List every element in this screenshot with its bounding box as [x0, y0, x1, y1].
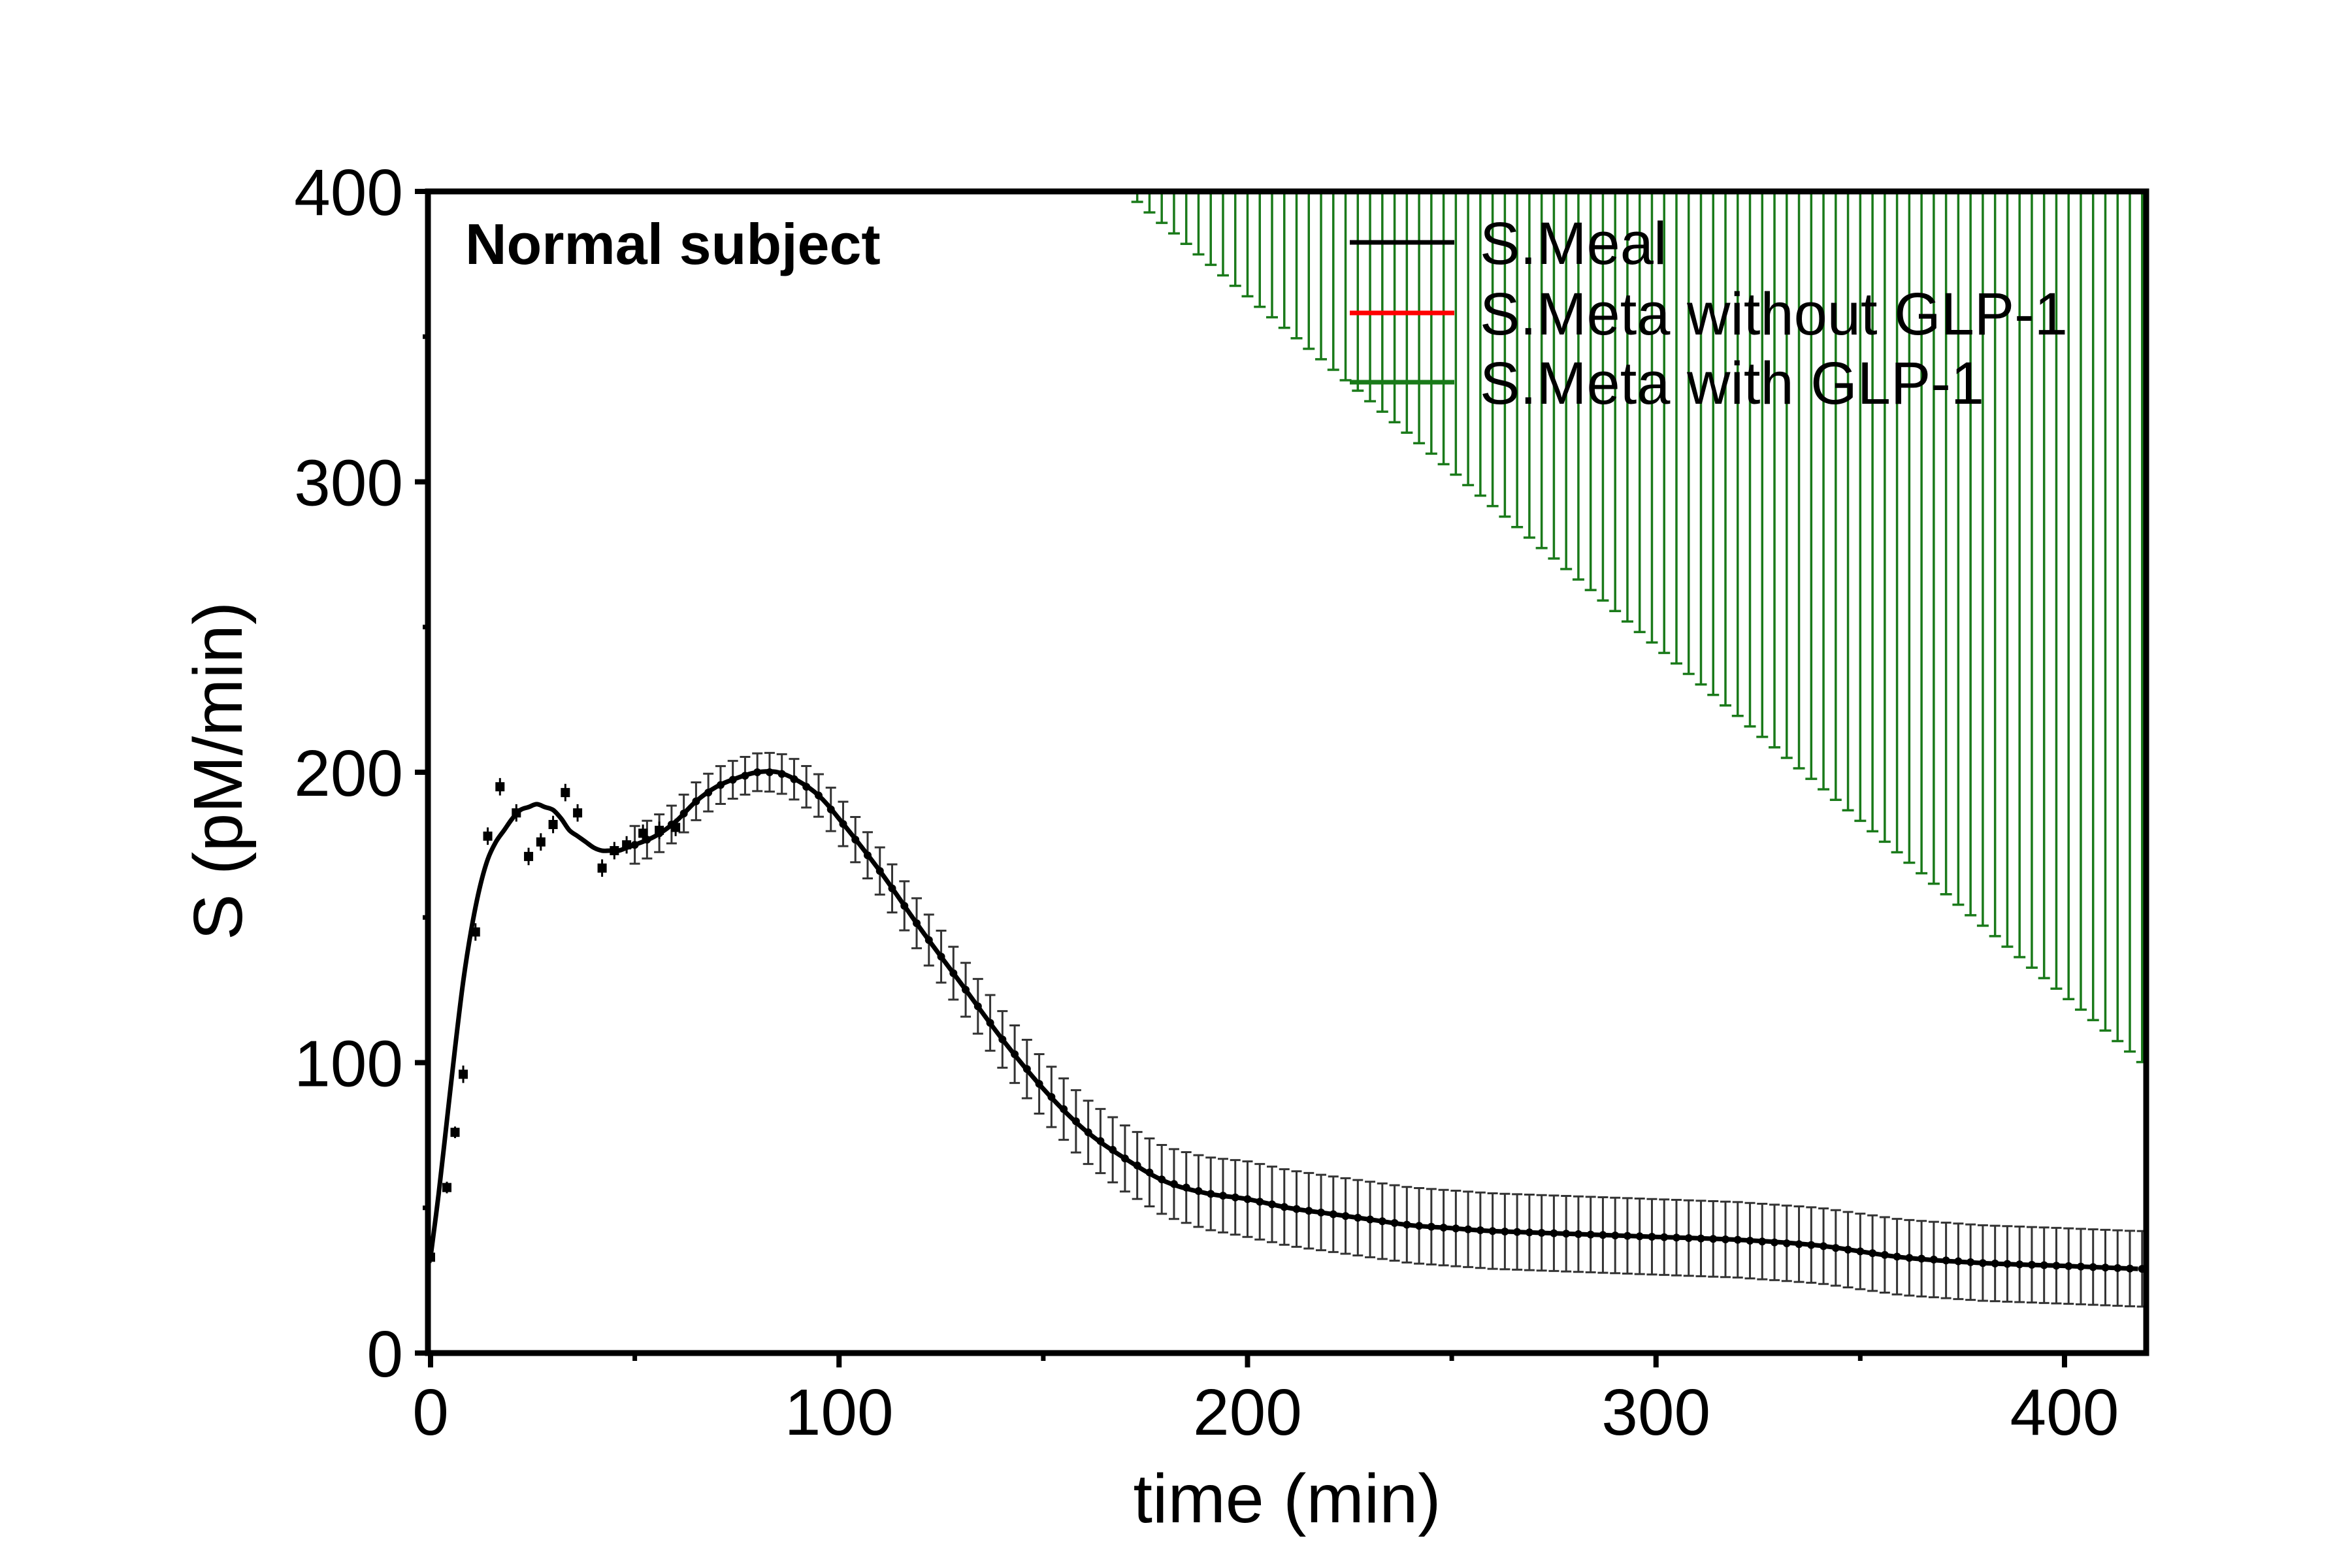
x-axis-title: time (min) [1133, 1460, 1441, 1537]
x-tick-label: 400 [2010, 1376, 2119, 1449]
data-point [495, 782, 505, 792]
x-tick-label: 100 [785, 1376, 894, 1449]
y-tick-label: 0 [367, 1318, 403, 1391]
x-tick-label: 200 [1193, 1376, 1302, 1449]
data-point [548, 820, 558, 830]
data-point [597, 863, 607, 873]
y-axis: 0 100 200 300 400 [294, 156, 431, 1391]
y-tick-label: 400 [294, 156, 403, 229]
glp1-error-bars [1119, 191, 2146, 1064]
y-tick-label: 200 [294, 737, 403, 810]
data-point [561, 788, 570, 798]
data-point [573, 808, 583, 818]
legend: S.Meal S.Meta without GLP-1 S.Meta with … [1350, 210, 2068, 417]
y-tick-label: 100 [294, 1028, 403, 1101]
data-point [483, 831, 493, 841]
data-point [459, 1070, 468, 1079]
data-point [524, 851, 534, 861]
legend-label-s-meta-with-glp1: S.Meta with GLP-1 [1480, 350, 1984, 417]
x-tick-label: 0 [412, 1376, 449, 1449]
y-tick-label: 300 [294, 447, 403, 520]
meal-data-points [428, 777, 681, 1264]
data-point [442, 1183, 452, 1192]
y-axis-title: S (pM/min) [180, 602, 257, 940]
data-point [638, 828, 648, 838]
legend-label-s-meta-without-glp1: S.Meta without GLP-1 [1480, 281, 2068, 348]
panel-label: Normal subject [465, 212, 881, 276]
x-tick-label: 300 [1601, 1376, 1710, 1449]
data-point [450, 1128, 460, 1137]
x-axis: 0 100 200 300 400 [412, 1353, 2119, 1449]
series-line-s-meal [428, 769, 2138, 1271]
legend-label-s-meal: S.Meal [1480, 210, 1667, 277]
data-point [536, 837, 546, 847]
